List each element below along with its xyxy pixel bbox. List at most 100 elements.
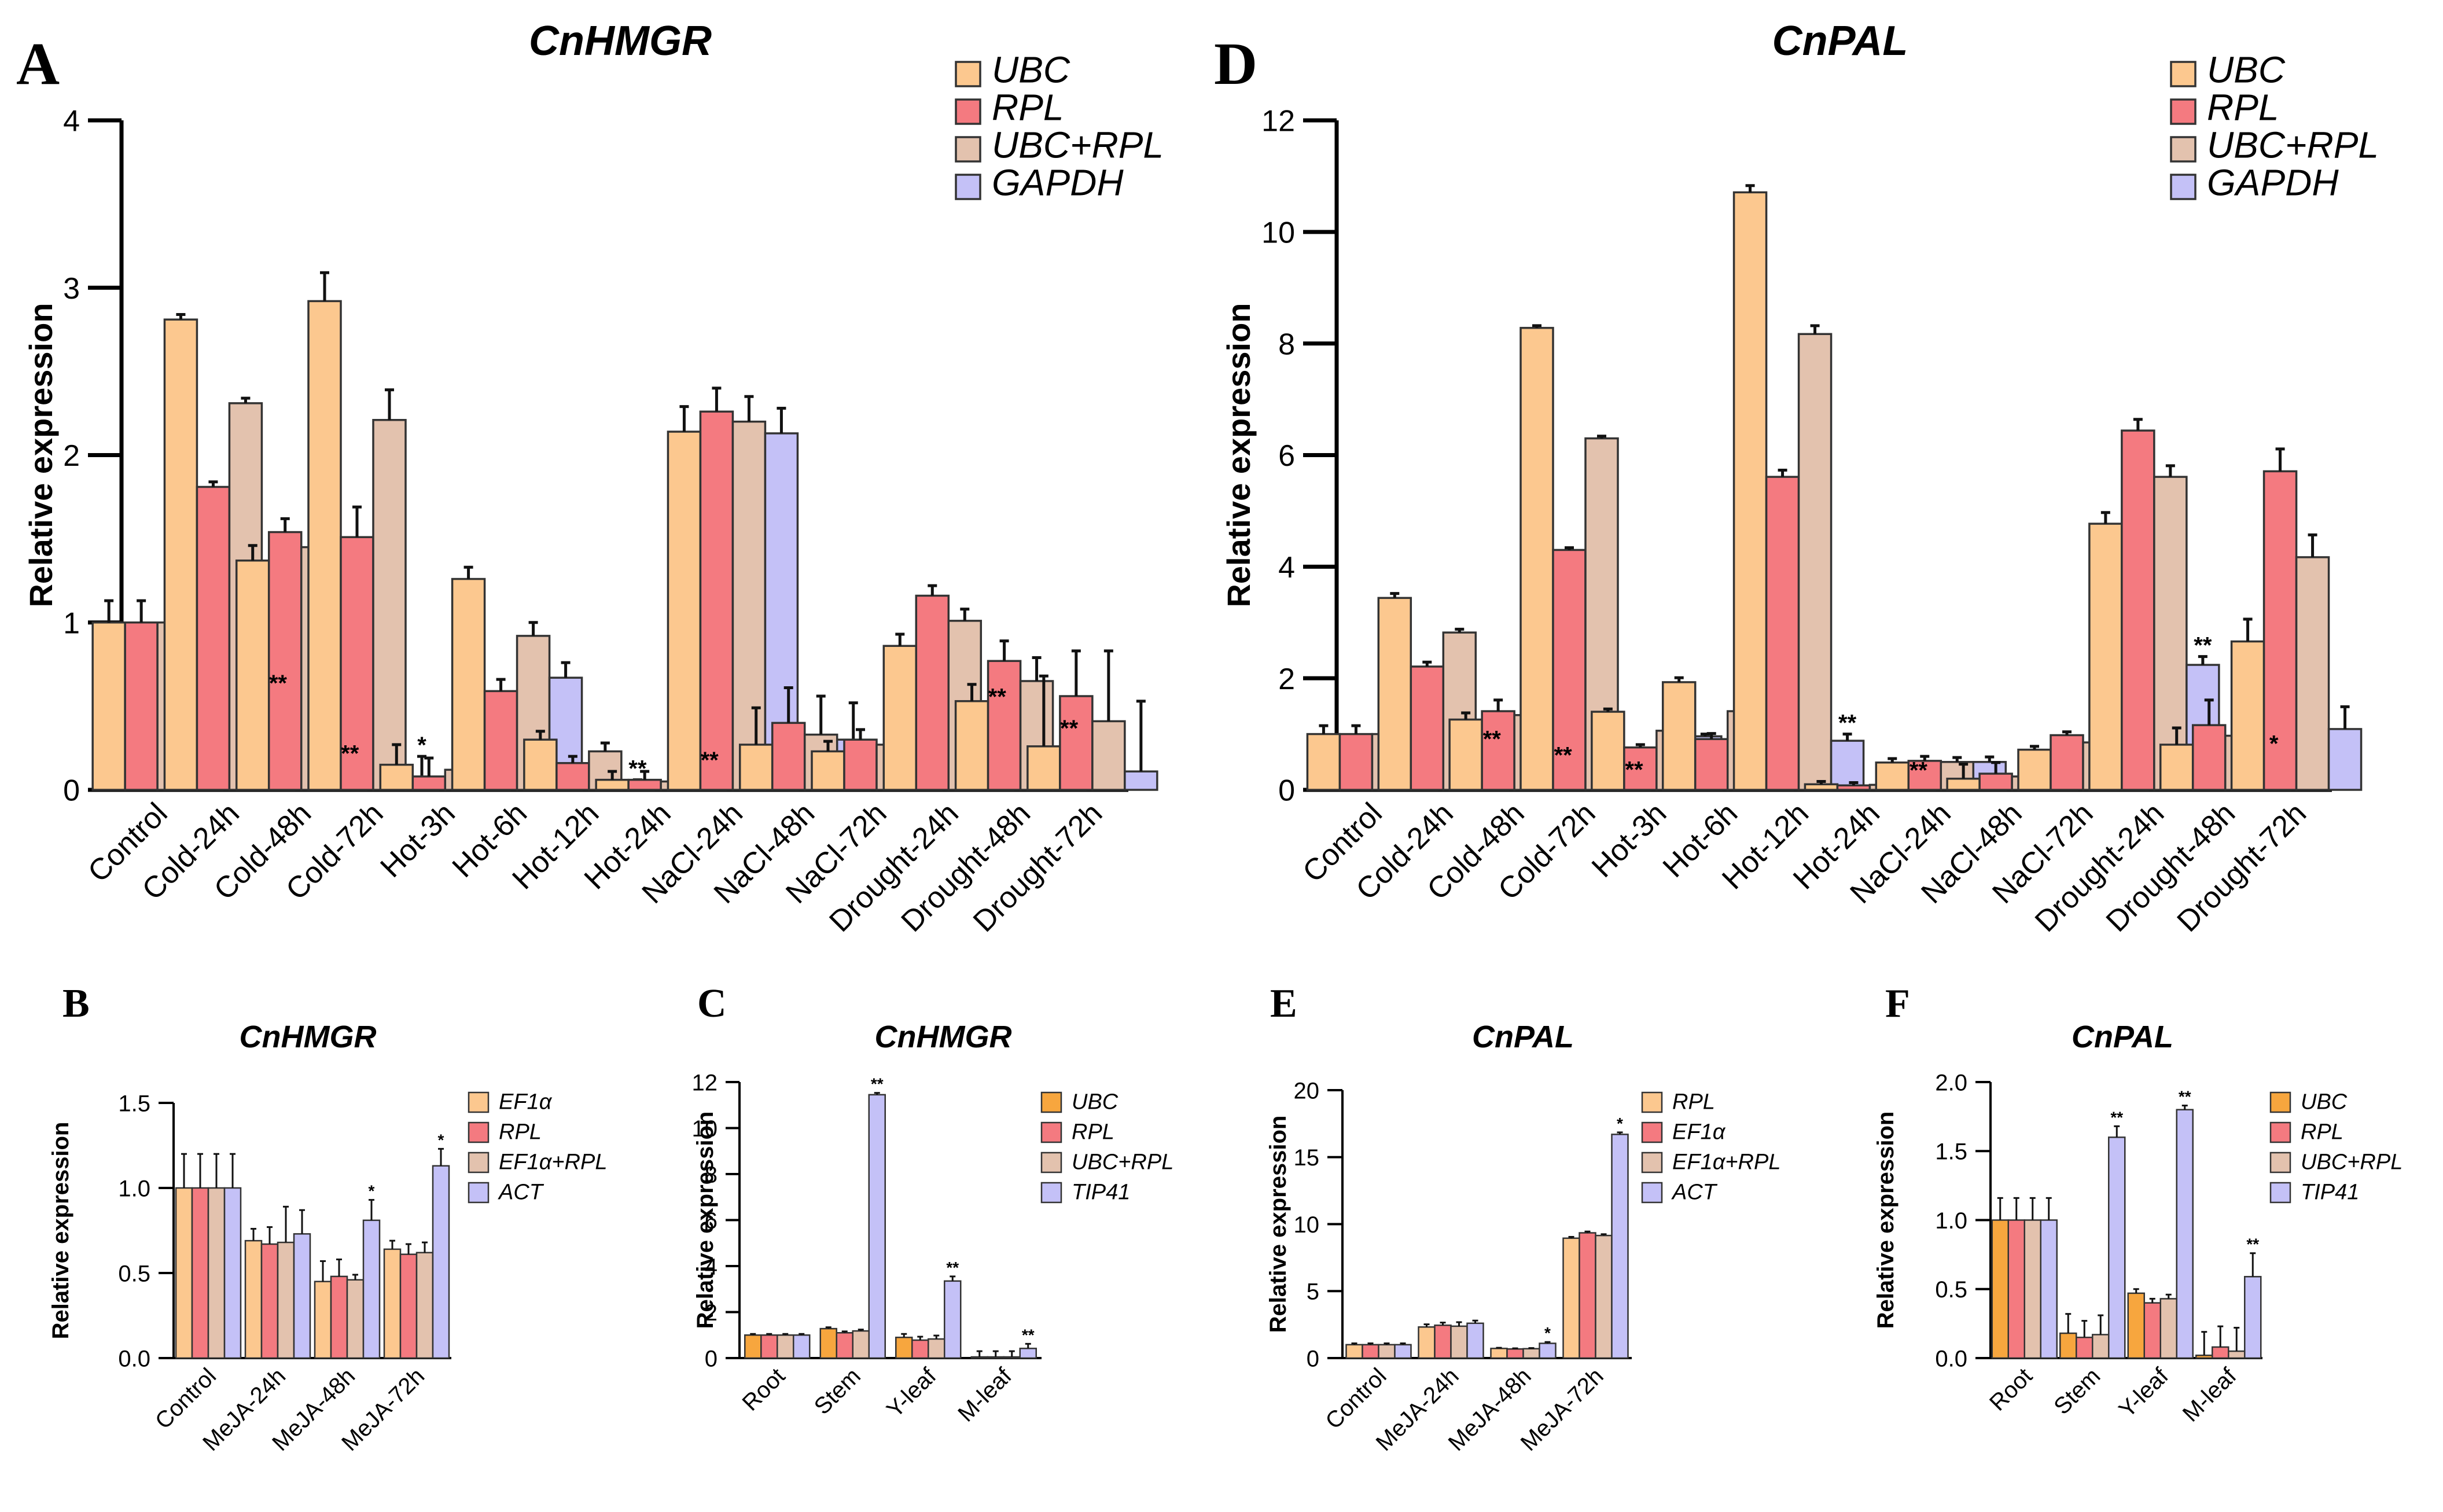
bar-F-UBC-Root	[1991, 1219, 2009, 1359]
bar-D-UBC-Hot-3h	[1591, 711, 1625, 791]
bar-D-GAPDH-Hot-12h	[1830, 740, 1865, 791]
significance-mark-B: *	[369, 1182, 375, 1200]
significance-mark-E: *	[1617, 1114, 1623, 1132]
y-axis-label-C: Relative expression	[693, 1112, 718, 1329]
bar-C-UBC-Y-leaf	[895, 1336, 913, 1359]
bar-B-EF1α-MeJA-48h	[314, 1281, 332, 1359]
bar-F-UBC-M-leaf	[2195, 1354, 2213, 1359]
bar-E-EF1α+RPL-MeJA-72h	[1595, 1234, 1613, 1359]
significance-mark-F: **	[2110, 1108, 2123, 1126]
chart-title-F: CnPAL	[2072, 1020, 2173, 1054]
x-tick-label-C: Root	[738, 1363, 790, 1416]
significance-mark-F: **	[2246, 1235, 2259, 1253]
x-tick-label-E: Control	[1320, 1363, 1391, 1434]
panel-letter-A: A	[16, 31, 60, 97]
legend-label-F-UBC+RPL: UBC+RPL	[2301, 1150, 2402, 1175]
panel-letter-D: D	[1214, 31, 1257, 97]
bar-A-UBC-Cold-72h	[307, 300, 342, 791]
bar-F-UBC-Y-leaf	[2127, 1292, 2145, 1359]
legend-label-A-UBC: UBC	[992, 49, 1070, 90]
legend-label-E-EF1α: EF1α	[1672, 1120, 1726, 1145]
significance-mark-D: **	[1483, 727, 1502, 752]
bar-A-GAPDH-Drought-72h	[1124, 770, 1158, 791]
significance-mark-A: **	[1060, 716, 1079, 741]
bar-A-UBC-Hot-3h	[379, 763, 414, 791]
bar-D-UBC-Cold-48h	[1448, 718, 1483, 791]
y-tick-label-E: 10	[1294, 1212, 1320, 1238]
panel-letter-C: C	[697, 981, 727, 1026]
legend-label-F-TIP41: TIP41	[2301, 1180, 2359, 1205]
x-tick-label-D: Hot-3h	[1585, 796, 1673, 884]
bar-E-ACT-MeJA-48h	[1539, 1342, 1557, 1359]
y-tick-label-C: 8	[705, 1162, 718, 1187]
legend-label-A-GAPDH: GAPDH	[992, 161, 1124, 203]
legend-swatch-B-EF1α	[468, 1091, 490, 1113]
legend-label-F-RPL: RPL	[2301, 1120, 2343, 1145]
bar-D-RPL-Cold-24h	[1410, 665, 1445, 791]
y-tick-label-F: 1.0	[1935, 1208, 1967, 1234]
y-tick-label-A: 2	[63, 439, 80, 473]
bar-D-RPL-Hot-6h	[1694, 738, 1729, 791]
x-tick-label-A: Hot-3h	[374, 796, 461, 884]
x-tick-label-C: M-leaf	[953, 1363, 1017, 1426]
chart-title-A: CnHMGR	[529, 18, 712, 64]
legend-swatch-B-ACT	[468, 1182, 490, 1204]
legend-label-A-RPL: RPL	[992, 86, 1064, 128]
legend-swatch-D-RPL	[2170, 98, 2197, 125]
y-tick-label-A: 4	[63, 105, 80, 138]
significance-mark-B: *	[438, 1131, 444, 1149]
panel-B: B CnHMGR Relative expression 0.0 0.5 1.0 1.5 * *…	[48, 981, 607, 1456]
bar-B-EF1α+RPL-MeJA-24h	[277, 1241, 295, 1359]
bar-F-RPL-Stem	[2076, 1336, 2094, 1359]
y-tick-label-B: 0.5	[118, 1261, 150, 1286]
legend-swatch-F-RPL	[2269, 1121, 2291, 1143]
legend-swatch-A-UBC	[955, 61, 981, 87]
bar-D-RPL-Hot-24h	[1836, 784, 1871, 791]
bar-A-UBC+RPL-Drought-72h	[1091, 720, 1126, 791]
bar-A-RPL-Drought-24h	[915, 594, 950, 791]
chart-title-C: CnHMGR	[875, 1020, 1012, 1054]
bar-E-ACT-MeJA-24h	[1466, 1322, 1484, 1359]
bar-D-UBC+RPL-Drought-24h	[2153, 476, 2188, 791]
significance-mark-A: **	[701, 748, 719, 773]
significance-mark-D: **	[1838, 711, 1857, 736]
legend-swatch-E-RPL	[1641, 1091, 1663, 1113]
significance-mark-D: **	[2194, 633, 2212, 658]
bar-B-ACT-MeJA-48h	[362, 1219, 381, 1359]
significance-mark-C: **	[1022, 1326, 1035, 1344]
bar-F-TIP41-M-leaf	[2244, 1276, 2262, 1359]
bar-A-RPL-NaCl-24h	[699, 410, 734, 791]
x-tick-label-F: M-leaf	[2178, 1363, 2242, 1426]
y-tick-label-C: 10	[692, 1116, 718, 1142]
bar-B-ACT-MeJA-24h	[293, 1233, 311, 1359]
y-tick-label-D: 0	[1278, 774, 1295, 808]
legend-label-A-UBC+RPL: UBC+RPL	[992, 124, 1164, 165]
legend-label-B-RPL: RPL	[499, 1120, 542, 1145]
bar-A-UBC-NaCl-24h	[667, 431, 702, 791]
y-tick-label-B: 1.5	[118, 1091, 150, 1116]
bar-C-UBC+RPL-M-leaf	[1003, 1356, 1021, 1359]
legend-swatch-E-EF1α	[1641, 1121, 1663, 1143]
significance-mark-A: **	[341, 741, 359, 767]
bar-E-ACT-MeJA-72h	[1611, 1134, 1629, 1359]
bar-C-UBC-Root	[744, 1334, 762, 1359]
y-tick-label-C: 2	[705, 1300, 718, 1326]
bar-D-GAPDH-Drought-72h	[2327, 728, 2363, 791]
legend-label-D-RPL: RPL	[2207, 86, 2279, 128]
y-tick-label-C: 6	[705, 1208, 718, 1234]
bar-E-EF1α+RPL-MeJA-48h	[1522, 1348, 1540, 1359]
bar-A-UBC+RPL-NaCl-24h	[731, 420, 767, 791]
bar-E-EF1α-MeJA-24h	[1434, 1325, 1452, 1359]
panel-letter-F: F	[1885, 981, 1910, 1026]
bar-B-EF1α+RPL-MeJA-48h	[346, 1279, 365, 1359]
legend-swatch-F-UBC+RPL	[2269, 1152, 2291, 1173]
bar-D-UBC-NaCl-24h	[1875, 761, 1910, 791]
x-tick-label-F: Stem	[2049, 1363, 2105, 1419]
bar-A-UBC-Hot-12h	[523, 738, 558, 791]
bar-D-UBC-Control	[1306, 733, 1341, 791]
legend-swatch-F-TIP41	[2269, 1182, 2291, 1204]
bar-A-UBC-Cold-24h	[163, 318, 198, 791]
legend-swatch-C-UBC+RPL	[1040, 1152, 1062, 1173]
bar-A-UBC+RPL-Cold-72h	[372, 419, 407, 791]
